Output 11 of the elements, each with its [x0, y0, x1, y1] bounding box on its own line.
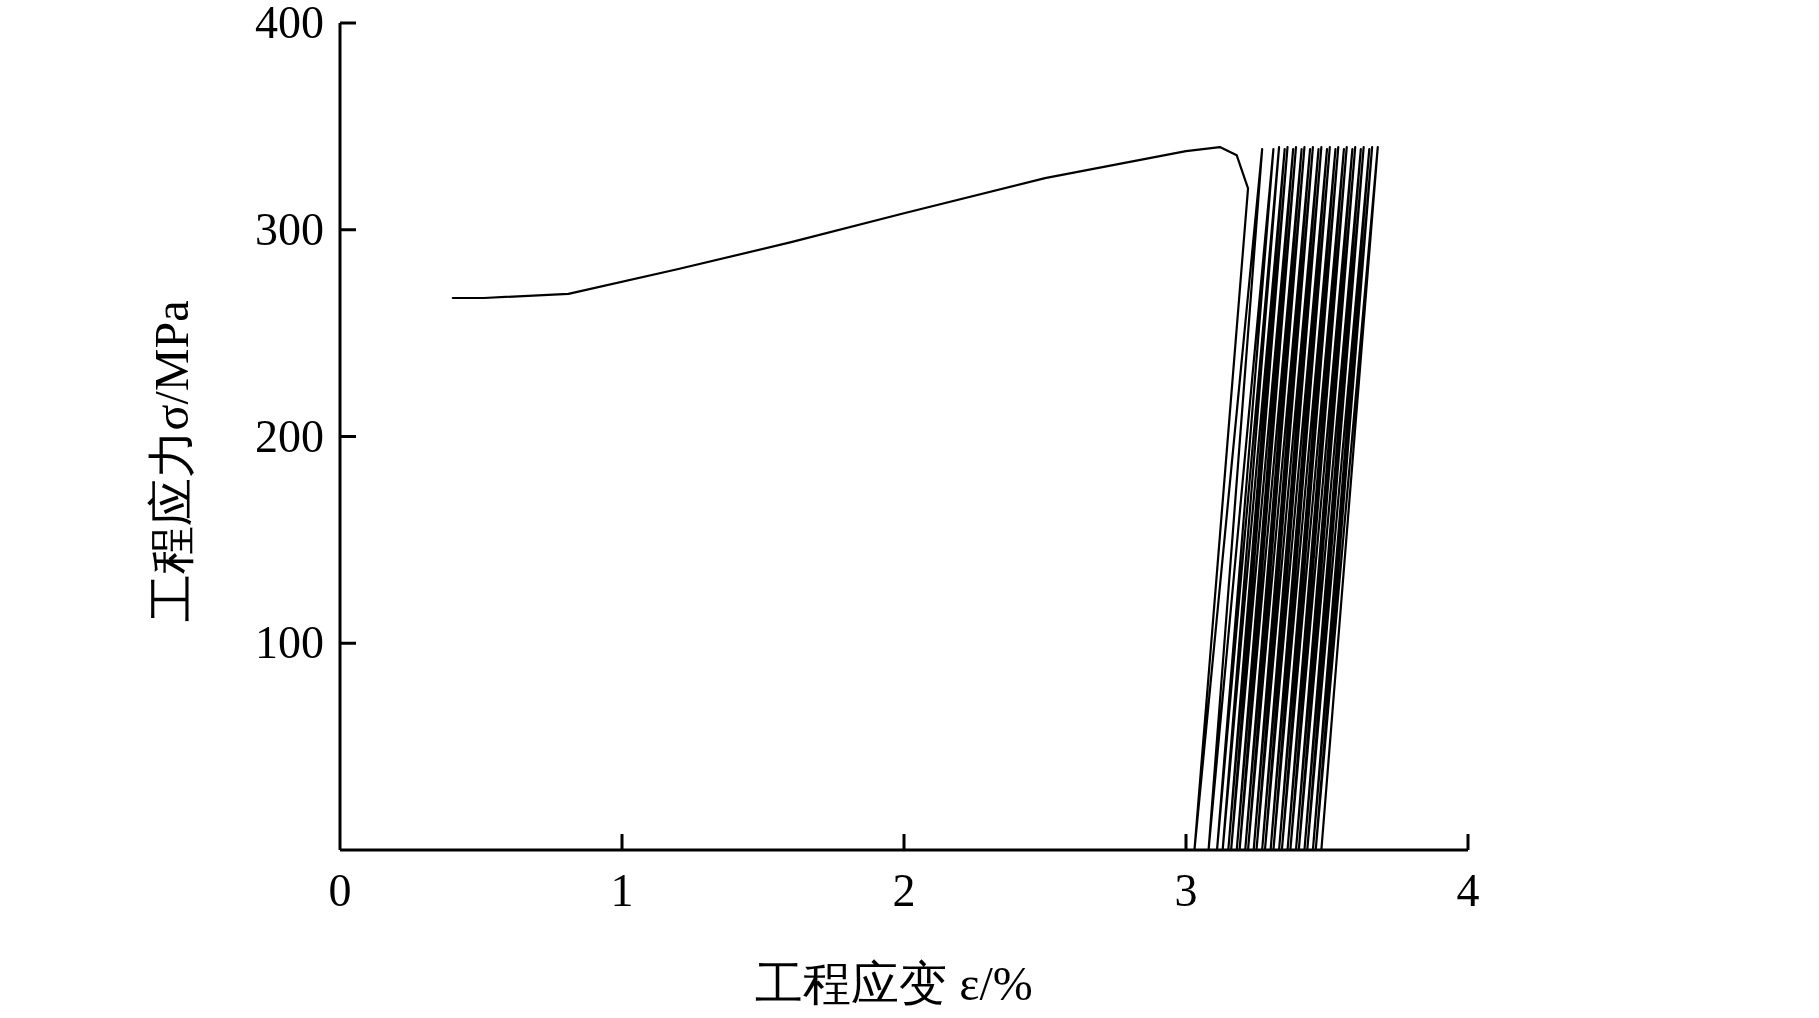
y-axis-title: 工程应力σ/MPa	[145, 300, 198, 623]
x-axis-title: 工程应变 ε/%	[755, 957, 1033, 1010]
x-tick-label: 1	[610, 865, 634, 916]
x-tick-label: 0	[328, 865, 352, 916]
x-tick-label: 4	[1456, 865, 1480, 916]
y-tick-label: 300	[255, 203, 324, 255]
y-tick-label: 400	[255, 0, 324, 48]
x-tick-label: 2	[892, 865, 916, 916]
y-tick-label: 100	[255, 617, 324, 669]
x-tick-label: 3	[1174, 865, 1198, 916]
y-tick-label: 200	[255, 410, 324, 462]
